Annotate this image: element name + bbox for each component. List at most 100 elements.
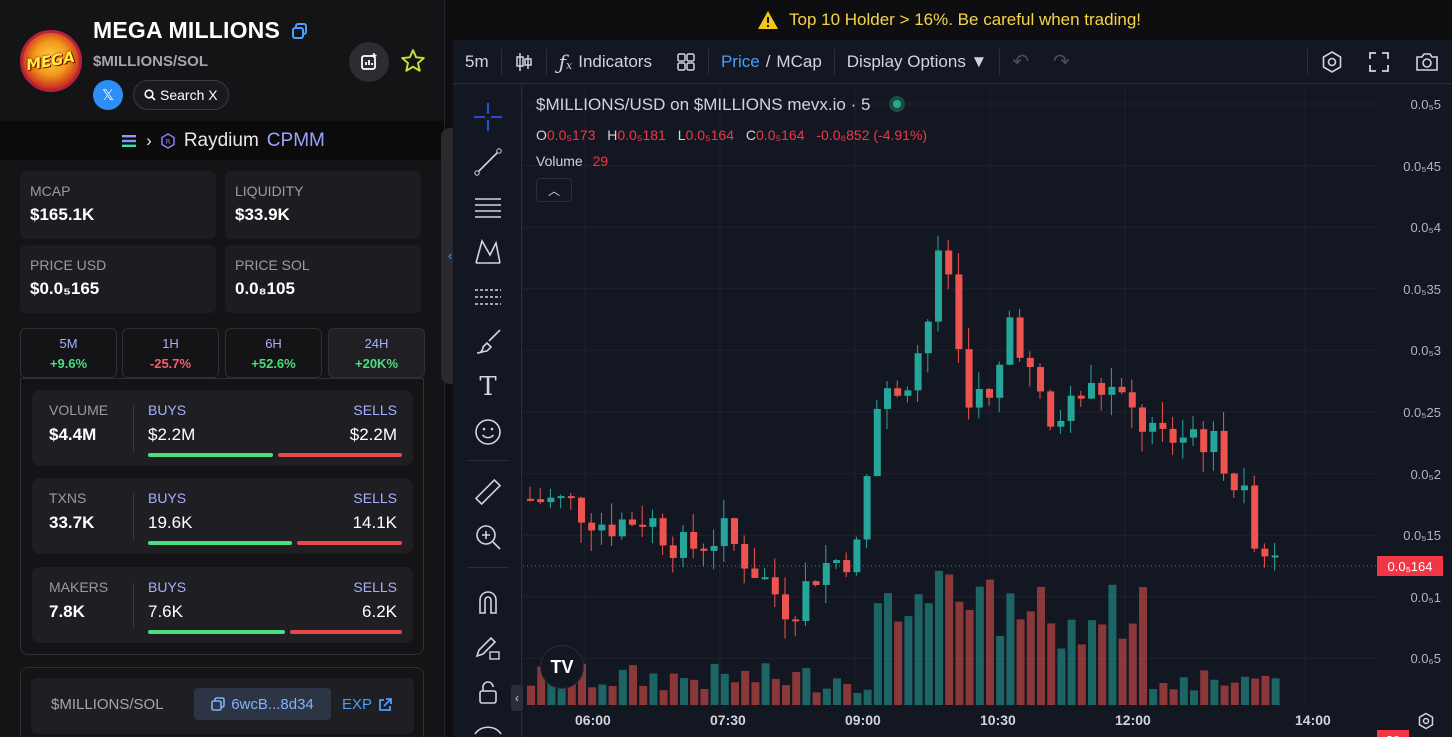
- volume-bar: [1190, 690, 1198, 705]
- chevron-left-icon[interactable]: ‹: [511, 685, 523, 711]
- crosshair-tool[interactable]: [471, 100, 505, 134]
- volume-bar: [782, 685, 790, 705]
- candle-body: [1047, 391, 1055, 427]
- txns-sells-value: 14.1K: [352, 513, 397, 532]
- pattern-tool[interactable]: [471, 235, 505, 269]
- layouts-button[interactable]: [664, 40, 708, 84]
- trendline-tool[interactable]: [471, 145, 505, 179]
- x-social-button[interactable]: 𝕏: [93, 80, 123, 110]
- divider: [133, 494, 134, 540]
- candle-body: [1098, 383, 1106, 395]
- tradingview-logo[interactable]: TV: [540, 645, 584, 689]
- lock-drawings-tool[interactable]: [471, 630, 505, 664]
- candle-body: [567, 496, 575, 499]
- visibility-tool[interactable]: [471, 717, 505, 737]
- makers-row: MAKERS 7.8K BUYS 7.6K SELLS 6.2K: [32, 567, 413, 643]
- candle-style-button[interactable]: [502, 40, 546, 84]
- screenshot-button[interactable]: [1402, 40, 1452, 84]
- raydium-icon: R: [161, 132, 175, 149]
- measure-tool[interactable]: [471, 475, 505, 509]
- brush-icon: [476, 329, 501, 354]
- tab-1h[interactable]: 1H -25.7%: [122, 328, 219, 378]
- settings-button[interactable]: [1308, 40, 1356, 84]
- text-tool[interactable]: T: [471, 370, 505, 404]
- divider: [833, 48, 835, 75]
- candle-body: [782, 594, 789, 620]
- price-option[interactable]: Price: [720, 51, 760, 71]
- txns-buys-label: BUYS: [148, 490, 187, 506]
- makers-buys-label: BUYS: [148, 579, 187, 595]
- chart-plot-area[interactable]: $MILLIONS/USD on $MILLIONS mevx.io · 5 O…: [511, 85, 1452, 737]
- fib-tool[interactable]: [471, 190, 505, 224]
- volume-bar: [1159, 682, 1168, 705]
- candle-body: [884, 388, 891, 409]
- chevron-up-icon: ︿: [547, 183, 560, 198]
- price-axis-label: 0.0₅5: [1410, 97, 1441, 112]
- volume-bar: [1169, 689, 1178, 705]
- tab-5m[interactable]: 5M +9.6%: [20, 328, 117, 378]
- brush-tool[interactable]: [471, 325, 505, 359]
- axis-settings-button[interactable]: [1413, 709, 1439, 733]
- candle-body: [588, 522, 596, 531]
- volume-bar: [914, 594, 923, 705]
- collapse-panel-button[interactable]: ‹: [441, 240, 459, 270]
- candle-body: [1026, 357, 1034, 368]
- candle-body: [1118, 386, 1126, 393]
- volume-legend-value: 29: [592, 153, 609, 169]
- zoom-tool[interactable]: [471, 520, 505, 554]
- candle-body: [751, 568, 759, 578]
- svg-text:R: R: [165, 138, 170, 146]
- address-box: $MILLIONS/SOL 6wcB...8d34 EXP: [20, 667, 424, 737]
- collapse-legend-button[interactable]: ︿: [536, 178, 572, 202]
- favorite-star-icon[interactable]: [400, 48, 426, 74]
- volume-bar: [894, 621, 903, 705]
- copy-icon[interactable]: [291, 22, 309, 40]
- interval-button[interactable]: 5m: [453, 40, 501, 84]
- ohlc-high: 0.0₅181: [617, 127, 666, 143]
- volume-bar: [639, 685, 648, 705]
- volume-bar: [843, 684, 852, 705]
- undo-button[interactable]: ↶: [1000, 40, 1041, 84]
- volume-bar: [1261, 675, 1270, 705]
- volume-bar: [945, 574, 954, 705]
- tab-6h[interactable]: 6H +52.6%: [225, 328, 322, 378]
- dex-bar[interactable]: › R Raydium CPMM: [0, 121, 444, 160]
- lock-tool[interactable]: [471, 675, 505, 709]
- volume-bar: [1210, 679, 1219, 705]
- volume-bar: [863, 689, 872, 705]
- redo-button[interactable]: ↷: [1041, 40, 1082, 84]
- volume-bar: [924, 603, 933, 705]
- search-x-button[interactable]: Search X: [133, 80, 229, 110]
- candle-body: [741, 543, 749, 569]
- fullscreen-button[interactable]: [1356, 40, 1402, 84]
- token-info-panel: MEGA MEGA MILLIONS $MILLIONS/SOL 𝕏 Searc…: [0, 0, 445, 737]
- tab-24h[interactable]: 24H +20K%: [328, 328, 425, 378]
- projection-tool[interactable]: [471, 280, 505, 314]
- candle-body: [537, 499, 545, 503]
- timeframe-tabs: 5M +9.6% 1H -25.7% 6H +52.6% 24H +20K%: [20, 328, 425, 378]
- mcap-option[interactable]: MCap: [776, 51, 822, 71]
- chart-add-button[interactable]: [349, 42, 389, 82]
- magnet-tool[interactable]: [471, 585, 505, 619]
- price-mcap-toggle[interactable]: Price / MCap: [709, 40, 834, 84]
- mcap-label: MCAP: [30, 183, 71, 199]
- external-link-icon: [379, 697, 392, 711]
- display-options-button[interactable]: Display Options ▼: [835, 40, 1000, 84]
- candle-body: [629, 519, 636, 525]
- price-chart[interactable]: [523, 85, 1452, 737]
- emoji-tool[interactable]: [471, 415, 505, 449]
- contract-address-button[interactable]: 6wcB...8d34: [194, 688, 331, 720]
- explorer-link[interactable]: EXP: [342, 696, 393, 713]
- candle-body: [578, 497, 585, 523]
- liquidity-value: $33.9K: [235, 205, 290, 224]
- indicators-button[interactable]: ƒx Indicators: [547, 40, 664, 84]
- makers-sells-label: SELLS: [353, 579, 397, 595]
- volume-bar: [1057, 648, 1066, 705]
- price-usd-value: $0.0₅165: [30, 279, 100, 298]
- volume-bar: [690, 679, 699, 705]
- candle-body: [710, 546, 718, 551]
- candle-body: [1016, 317, 1024, 358]
- volume-bar: [833, 678, 841, 705]
- search-icon: [144, 89, 156, 101]
